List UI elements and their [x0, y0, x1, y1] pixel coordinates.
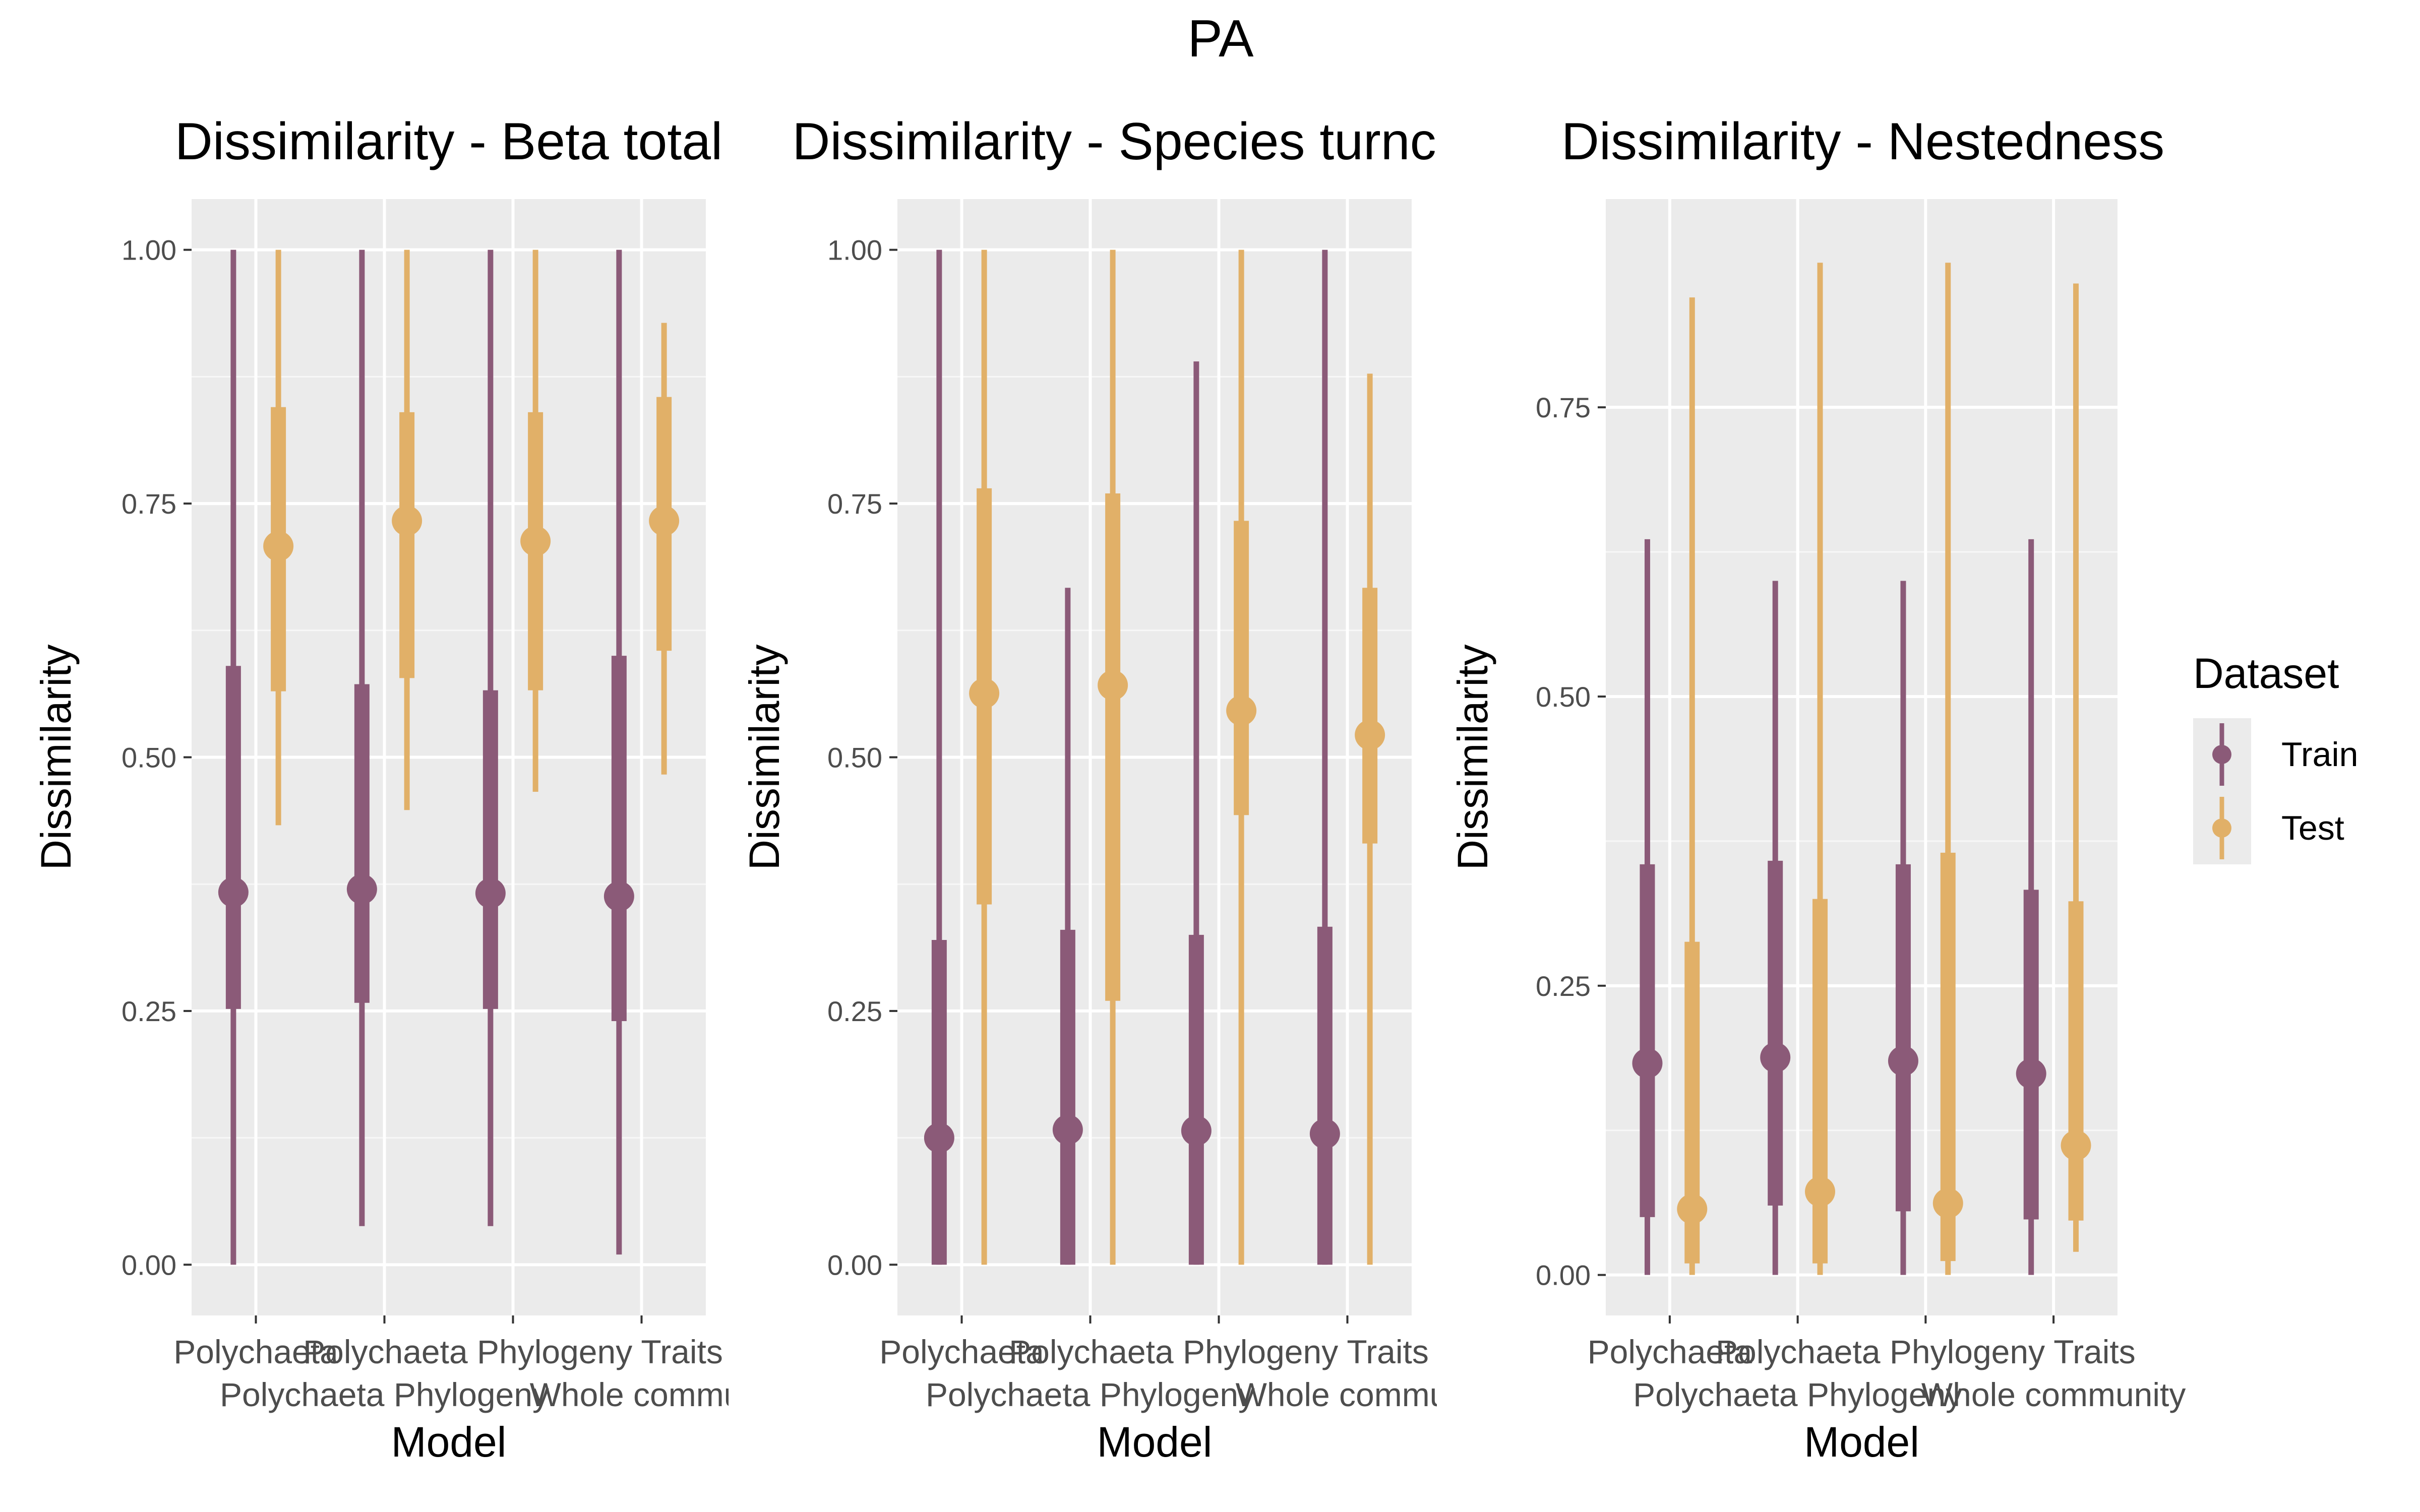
train-median-point — [603, 881, 634, 912]
test-median-point — [1226, 695, 1257, 726]
train-median-point — [924, 1122, 954, 1153]
panel-title: Dissimilarity - Species turnc — [792, 112, 1436, 171]
train-median-point — [1760, 1042, 1791, 1073]
x-tick-label: Polychaeta Phylogeny Traits — [1009, 1333, 1429, 1370]
y-tick-label: 0.50 — [827, 742, 882, 774]
y-tick-label: 0.25 — [1536, 970, 1591, 1002]
chart-panel-3: 0.00 0.25 0.50 0.75 Dissimilarity - Nestedne… — [1449, 112, 2186, 1466]
chart-panel-1: 0.00 0.25 0.50 0.75 1.00 Dissimilarity - Beta… — [32, 112, 754, 1466]
x-tick-label: Whole commur — [1236, 1376, 1460, 1413]
x-tick-label: Polychaeta Phylogeny — [1633, 1376, 1962, 1413]
legend-key-test-point — [2212, 818, 2231, 838]
x-tick-label: Polychaeta Phylogeny — [926, 1376, 1255, 1413]
legend-label-train: Train — [2281, 735, 2358, 774]
y-tick-label: 0.50 — [1536, 681, 1591, 713]
y-tick-label: 0.75 — [827, 488, 882, 520]
y-tick-label: 0.75 — [1536, 392, 1591, 423]
test-median-point — [392, 506, 422, 536]
y-tick-label: 0.25 — [827, 995, 882, 1027]
y-axis-title: Dissimilarity — [741, 645, 788, 870]
legend-label-test: Test — [2281, 809, 2344, 847]
x-axis-title: Model — [1804, 1418, 1919, 1466]
y-axis-title: Dissimilarity — [32, 645, 80, 870]
x-tick-label: Polychaeta Phylogeny Traits — [303, 1333, 723, 1370]
test-median-point — [520, 526, 551, 556]
test-median-point — [1932, 1188, 1963, 1219]
train-median-point — [1888, 1046, 1918, 1077]
y-tick-label: 0.50 — [122, 742, 176, 774]
y-tick-label: 0.00 — [1536, 1259, 1591, 1291]
y-tick-label: 0.75 — [122, 488, 176, 520]
train-median-point — [1052, 1114, 1083, 1145]
train-median-point — [1181, 1115, 1212, 1146]
y-tick-label: 0.00 — [122, 1249, 176, 1281]
train-median-point — [346, 874, 377, 905]
y-tick-label: 1.00 — [827, 234, 882, 266]
x-tick-label: Whole commur — [530, 1376, 754, 1413]
x-axis-title: Model — [391, 1418, 507, 1466]
x-tick-label: Polychaeta — [173, 1333, 338, 1370]
x-tick-label: Polychaeta Phylogeny — [220, 1376, 549, 1413]
y-tick-label: 0.25 — [122, 995, 176, 1027]
train-median-point — [2016, 1058, 2046, 1089]
x-tick-label: Whole community — [1921, 1376, 2186, 1413]
legend-key-train-point — [2212, 745, 2231, 764]
figure-title: PA — [1187, 10, 1254, 68]
panel-title: Dissimilarity - Beta total — [175, 112, 722, 171]
y-tick-label: 0.00 — [827, 1249, 882, 1281]
test-median-point — [1677, 1193, 1708, 1224]
test-median-point — [263, 531, 294, 561]
x-tick-label: Polychaeta — [879, 1333, 1044, 1370]
train-median-point — [475, 878, 506, 909]
test-median-point — [649, 506, 680, 536]
y-axis-title: Dissimilarity — [1449, 645, 1496, 870]
legend-items: Train Test — [2212, 723, 2358, 859]
x-axis-title: Model — [1097, 1418, 1213, 1466]
test-median-point — [1098, 670, 1128, 701]
x-tick-label: Polychaeta Phylogeny Traits — [1716, 1333, 2136, 1370]
test-median-point — [1355, 720, 1385, 750]
test-median-point — [969, 678, 1000, 709]
x-tick-label: Polychaeta — [1588, 1333, 1752, 1370]
y-tick-label: 1.00 — [122, 234, 176, 266]
test-median-point — [2061, 1130, 2091, 1161]
train-median-point — [218, 877, 249, 908]
legend-title: Dataset — [2193, 650, 2339, 697]
legend: Dataset Train Test — [2193, 650, 2358, 864]
train-median-point — [1632, 1048, 1663, 1079]
panel-title: Dissimilarity - Nestedness — [1561, 112, 2164, 171]
test-median-point — [1805, 1176, 1836, 1207]
chart-panel-2: 0.00 0.25 0.50 0.75 1.00 Dissimilarity - Spec… — [741, 112, 1460, 1466]
train-median-point — [1309, 1118, 1340, 1149]
chart-panels: 0.00 0.25 0.50 0.75 1.00 Dissimilarity - Beta… — [32, 112, 2186, 1466]
plot-background — [1606, 199, 2118, 1315]
